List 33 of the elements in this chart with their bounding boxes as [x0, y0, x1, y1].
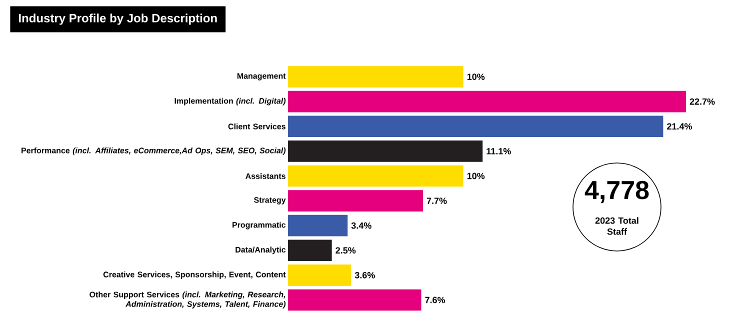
- y-tick-label: Strategy: [254, 197, 286, 204]
- bar: [288, 289, 422, 311]
- y-tick-label: Creative Services, Sponsorship, Event, Content: [103, 271, 286, 279]
- data-label: 10%: [467, 74, 485, 80]
- data-label: 10%: [467, 172, 485, 180]
- bar: [288, 240, 332, 262]
- bar: [288, 264, 352, 286]
- bar: [288, 116, 664, 138]
- bar: [288, 214, 348, 236]
- data-label: 3.4%: [351, 222, 372, 229]
- data-label: 22.7%: [690, 98, 715, 105]
- y-tick-label: Client Services: [228, 123, 286, 130]
- y-tick-label: Performance (incl. Affiliates, eCommerce,Ad Ops, SEM, SEO, Social): [22, 147, 286, 155]
- data-label: 2.5%: [336, 247, 356, 254]
- data-label: 3.6%: [354, 272, 375, 278]
- text: Industry Profile by Job Description: [19, 14, 217, 25]
- bar: [288, 66, 464, 88]
- bar: [288, 140, 483, 162]
- bar: [288, 190, 423, 212]
- y-tick-label: Implementation (incl. Digital): [174, 98, 286, 106]
- y-tick-label: Programmatic: [232, 222, 286, 230]
- y-tick-label: Data/Analytic: [236, 246, 286, 254]
- y-tick-label: Assistants: [246, 173, 286, 179]
- annotation: 2023 Total Staff: [595, 217, 638, 235]
- data-label: 7.7%: [426, 198, 447, 204]
- bar: [288, 90, 686, 112]
- data-label: 7.6%: [425, 296, 446, 304]
- bar: [288, 165, 464, 187]
- annotation: 4,778: [584, 180, 649, 204]
- data-label: 11.1%: [486, 148, 511, 154]
- data-label: 21.4%: [667, 123, 692, 130]
- y-tick-label: Other Support Services (incl. Marketing, Research, Administration, Systems, Talent, Finance): [90, 292, 286, 308]
- y-tick-label: Management: [237, 73, 286, 80]
